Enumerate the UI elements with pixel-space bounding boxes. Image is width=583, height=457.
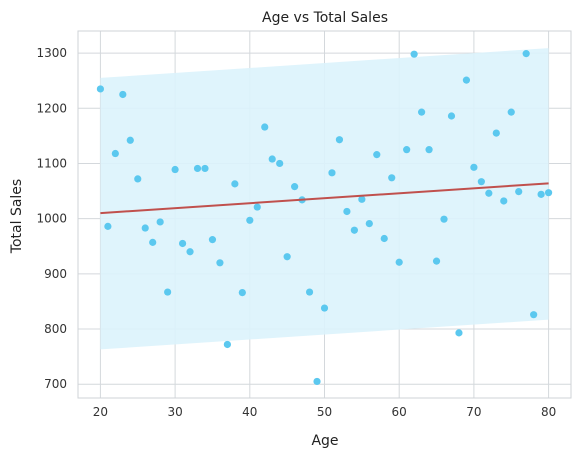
regression-line — [100, 182, 549, 215]
y-tick-labels: 700 800 900 1000 1100 1200 1300 — [36, 46, 67, 391]
data-point — [388, 174, 396, 182]
data-point — [246, 216, 254, 224]
data-point — [470, 163, 478, 171]
x-tick-label: 40 — [242, 405, 257, 419]
data-point — [178, 239, 187, 248]
data-point — [111, 149, 119, 158]
data-point — [201, 164, 209, 173]
data-point — [186, 248, 194, 256]
data-point — [462, 76, 471, 84]
x-tick-label: 20 — [93, 405, 108, 419]
data-point — [276, 159, 284, 168]
data-point — [208, 236, 217, 244]
data-point — [268, 155, 276, 163]
data-point — [104, 222, 112, 230]
x-tick-label: 60 — [392, 405, 407, 419]
x-tick-label: 80 — [541, 405, 556, 419]
data-point — [134, 175, 142, 183]
data-point — [343, 207, 351, 216]
data-point — [537, 190, 545, 198]
y-tick-label: 800 — [44, 322, 67, 336]
data-point — [440, 215, 448, 223]
data-point — [403, 146, 411, 154]
data-point — [238, 288, 246, 297]
data-point — [149, 238, 157, 246]
data-point — [291, 183, 299, 191]
data-point — [522, 50, 530, 58]
x-tick-labels: 20 30 40 50 60 70 80 — [93, 405, 556, 419]
regression-line-layer — [100, 182, 549, 215]
data-point — [156, 218, 164, 226]
y-axis-label: Total Sales — [9, 179, 25, 254]
data-point — [283, 253, 291, 261]
data-point — [216, 259, 224, 267]
x-tick-label: 70 — [466, 405, 481, 419]
data-point — [328, 169, 336, 177]
data-point — [432, 257, 441, 265]
data-point — [395, 258, 403, 266]
data-point — [455, 329, 463, 337]
data-point — [223, 340, 231, 349]
data-point — [253, 203, 261, 211]
data-point — [373, 151, 381, 159]
y-tick-label: 1200 — [36, 101, 67, 115]
y-tick-label: 1100 — [36, 156, 67, 170]
data-point — [305, 288, 314, 296]
data-point — [507, 108, 515, 116]
data-point — [365, 220, 373, 228]
data-point — [96, 85, 105, 93]
data-point — [164, 288, 172, 296]
data-point — [477, 178, 485, 186]
data-point — [358, 195, 366, 203]
data-point — [141, 224, 149, 232]
data-point — [320, 304, 329, 312]
data-point — [544, 189, 553, 197]
chart-title: Age vs Total Sales — [262, 10, 388, 26]
data-point — [335, 136, 344, 144]
data-points — [96, 50, 553, 386]
data-point — [500, 197, 508, 205]
data-point — [515, 187, 523, 196]
data-point — [261, 123, 269, 131]
data-point — [119, 90, 127, 99]
data-point — [447, 112, 456, 120]
data-point — [410, 50, 418, 58]
y-tick-label: 1300 — [36, 46, 67, 60]
data-point — [126, 136, 134, 144]
data-point — [530, 311, 538, 319]
x-tick-label: 30 — [167, 405, 182, 419]
data-point — [418, 108, 426, 116]
data-point — [171, 165, 179, 174]
y-tick-label: 1000 — [36, 212, 67, 226]
data-point — [485, 189, 493, 197]
x-axis-label: Age — [311, 433, 338, 449]
data-point — [193, 164, 202, 173]
y-tick-label: 700 — [44, 377, 67, 391]
data-point — [350, 226, 358, 234]
plot-frame — [77, 30, 572, 399]
data-point — [231, 180, 239, 188]
data-point — [313, 377, 321, 386]
data-point — [492, 129, 500, 137]
data-point — [425, 146, 433, 154]
x-tick-label: 50 — [317, 405, 332, 419]
y-tick-label: 900 — [44, 267, 67, 281]
data-point — [380, 234, 388, 243]
